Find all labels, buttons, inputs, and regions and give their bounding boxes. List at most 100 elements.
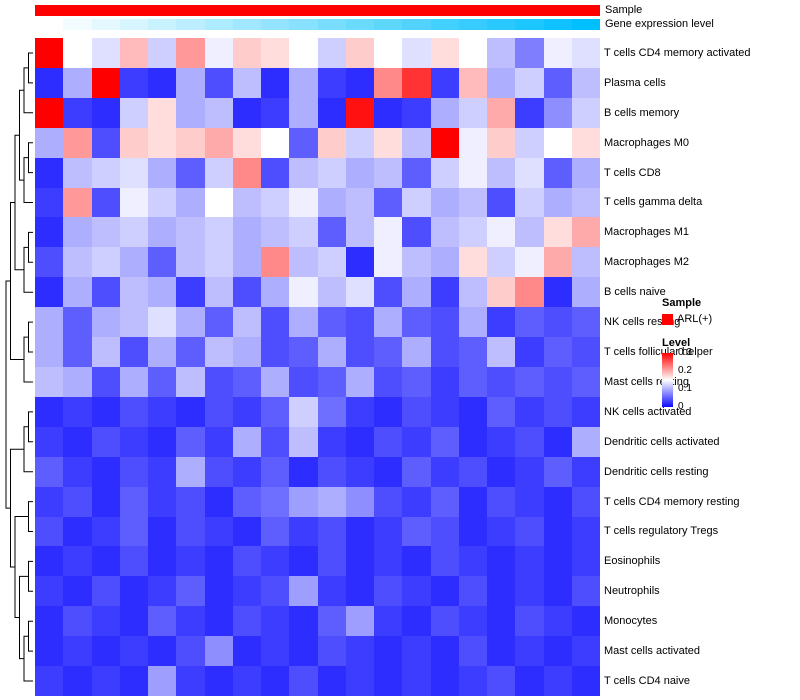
heatmap-cell — [232, 157, 261, 188]
heatmap-cell — [345, 67, 374, 98]
heatmap-cell — [487, 67, 516, 98]
heatmap-cell — [317, 486, 346, 517]
heatmap-cell — [402, 486, 431, 517]
row-dendrogram-svg — [5, 52, 33, 682]
heatmap-cell — [374, 666, 403, 696]
heatmap-cell — [458, 187, 487, 218]
row-label: Mast cells activated — [604, 645, 700, 658]
heatmap-cell — [430, 516, 459, 547]
heatmap-cell — [515, 606, 544, 637]
heatmap-cell — [119, 606, 148, 637]
row-label: Macrophages M0 — [604, 136, 689, 149]
row-label: Neutrophils — [604, 585, 660, 598]
heatmap-cell — [119, 576, 148, 607]
heatmap-cell — [261, 247, 290, 278]
heatmap-cell — [515, 217, 544, 248]
heatmap-cell — [317, 546, 346, 577]
heatmap-cell — [458, 97, 487, 128]
heatmap-cell — [571, 396, 600, 427]
heatmap-cell — [289, 247, 318, 278]
heatmap-cell — [204, 666, 233, 696]
heatmap-cell — [261, 636, 290, 667]
heatmap-cell — [458, 516, 487, 547]
heatmap-cell — [487, 307, 516, 338]
gene-annotation-cell — [543, 19, 572, 30]
heatmap-cell — [35, 666, 64, 696]
heatmap-cell — [515, 456, 544, 487]
heatmap-cell — [176, 366, 205, 397]
heatmap-cell — [515, 546, 544, 577]
heatmap-cell — [515, 307, 544, 338]
heatmap-cell — [119, 67, 148, 98]
heatmap-cell — [515, 67, 544, 98]
heatmap-cell — [119, 546, 148, 577]
heatmap-cell — [430, 426, 459, 457]
heatmap-cell — [458, 217, 487, 248]
heatmap-cell — [543, 38, 572, 68]
heatmap-cell — [91, 337, 120, 367]
heatmap-cell — [91, 636, 120, 667]
heatmap-cell — [543, 217, 572, 248]
row-label: Macrophages M1 — [604, 226, 689, 239]
heatmap-cell — [35, 38, 64, 68]
heatmap-cell — [63, 516, 92, 547]
heatmap-cell — [458, 486, 487, 517]
heatmap-cell — [571, 486, 600, 517]
row-label: Dendritic cells resting — [604, 465, 709, 478]
heatmap-cell — [91, 217, 120, 248]
heatmap-cell — [571, 366, 600, 397]
heatmap-cell — [261, 67, 290, 98]
gene-annotation-cell — [204, 19, 233, 30]
heatmap-cell — [204, 157, 233, 188]
heatmap-cell — [487, 127, 516, 158]
heatmap-cell — [543, 366, 572, 397]
heatmap-cell — [515, 486, 544, 517]
heatmap-cell — [430, 546, 459, 577]
heatmap-cell — [148, 217, 177, 248]
heatmap-cell — [430, 97, 459, 128]
gene-annotation-cell — [148, 19, 177, 30]
heatmap-cell — [345, 426, 374, 457]
heatmap-cell — [515, 187, 544, 218]
heatmap-cell — [232, 666, 261, 696]
heatmap-cell — [430, 366, 459, 397]
heatmap-cell — [289, 67, 318, 98]
heatmap-cell — [289, 636, 318, 667]
level-legend-title: Level — [662, 337, 691, 349]
heatmap-cell — [35, 307, 64, 338]
heatmap-cell — [176, 486, 205, 517]
sample-legend-item-label: ARL(+) — [677, 313, 713, 325]
heatmap-cell — [119, 636, 148, 667]
heatmap-cell — [35, 456, 64, 487]
heatmap-cell — [176, 666, 205, 696]
heatmap-cell — [487, 366, 516, 397]
heatmap-cell — [63, 217, 92, 248]
heatmap-cell — [289, 217, 318, 248]
heatmap-cell — [374, 307, 403, 338]
heatmap-cell — [430, 396, 459, 427]
heatmap-cell — [458, 157, 487, 188]
heatmap-cell — [374, 217, 403, 248]
heatmap-cell — [571, 516, 600, 547]
heatmap-cell — [232, 307, 261, 338]
heatmap-cell — [119, 366, 148, 397]
row-label: B cells naive — [604, 286, 666, 299]
heatmap-cell — [289, 666, 318, 696]
heatmap-cell — [289, 606, 318, 637]
heatmap-cell — [232, 247, 261, 278]
row-label: B cells memory — [604, 106, 680, 119]
heatmap-cell — [289, 277, 318, 308]
heatmap-cell — [232, 38, 261, 68]
row-label: Monocytes — [604, 615, 658, 628]
gene-annotation-cell — [374, 19, 403, 30]
heatmap-cell — [176, 97, 205, 128]
heatmap-cell — [543, 486, 572, 517]
heatmap-cell — [261, 546, 290, 577]
heatmap-cell — [317, 127, 346, 158]
heatmap-cell — [458, 666, 487, 696]
sample-legend-title: Sample — [662, 297, 702, 309]
heatmap-cell — [176, 426, 205, 457]
heatmap-cell — [458, 426, 487, 457]
level-tick: 0 — [678, 401, 684, 412]
heatmap-cell — [63, 307, 92, 338]
